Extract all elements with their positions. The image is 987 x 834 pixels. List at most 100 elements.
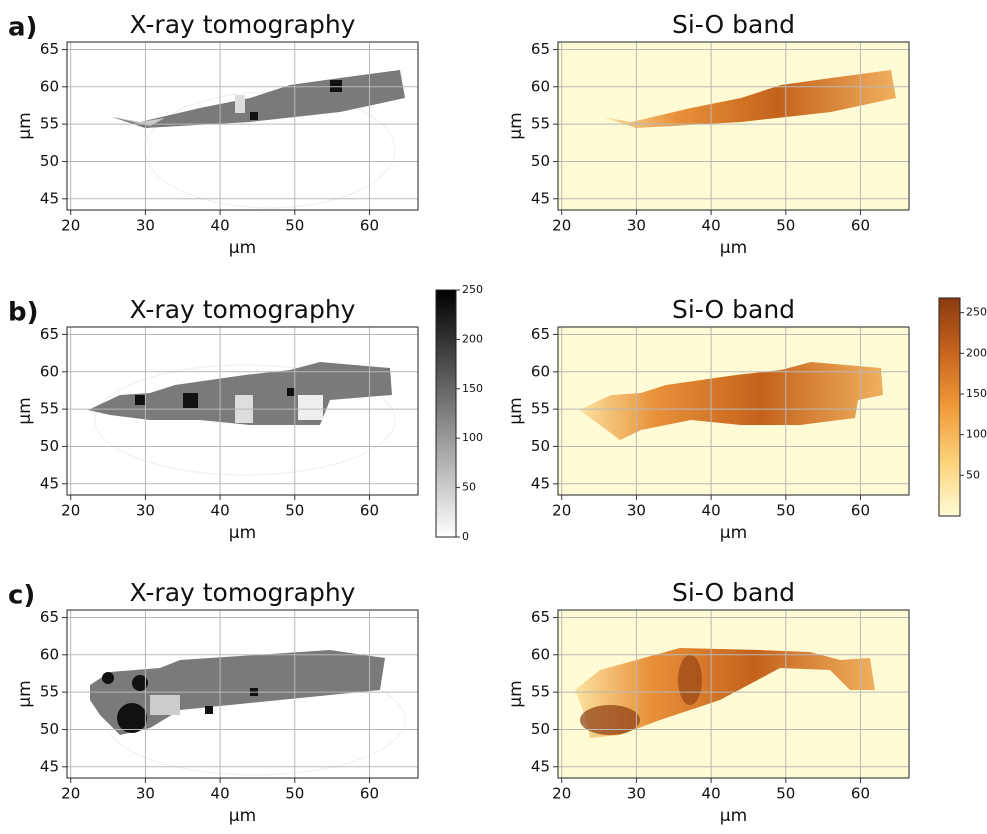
y-tick-label: 60 (40, 362, 59, 380)
y-tick-label: 45 (531, 757, 550, 775)
x-tick-label: 50 (285, 217, 304, 235)
y-tick-label: 65 (531, 325, 550, 343)
axes-frame (557, 326, 910, 496)
x-axis-label: µm (229, 806, 256, 826)
y-tick-label: 65 (531, 40, 550, 58)
colorbar-tick-label: 200 (966, 346, 987, 359)
y-tick-label: 45 (40, 474, 59, 492)
chart-title: Si-O band (672, 295, 795, 324)
y-axis-label: µm (506, 112, 526, 139)
colorbar-tick-label: 150 (966, 387, 987, 400)
x-tick-label: 60 (851, 217, 870, 235)
colorbar-tick-label: 250 (462, 283, 483, 296)
colorbar-tick-label: 150 (462, 382, 483, 395)
y-tick-label: 50 (40, 437, 59, 455)
y-tick-label: 60 (40, 645, 59, 663)
y-axis-label: µm (506, 680, 526, 707)
colorbar-tick-label: 100 (462, 431, 483, 444)
y-tick-label: 60 (531, 362, 550, 380)
colorbar-tick-label: 50 (462, 481, 476, 494)
y-tick-label: 45 (40, 189, 59, 207)
y-tick-label: 65 (40, 325, 59, 343)
x-tick-label: 50 (776, 217, 795, 235)
axes-frame (66, 609, 419, 779)
y-axis-label: µm (15, 680, 35, 707)
colorbar-tick-label: 50 (966, 468, 980, 481)
y-tick-label: 60 (531, 645, 550, 663)
x-tick-label: 50 (285, 502, 304, 520)
axes-frame (557, 609, 910, 779)
x-tick-label: 40 (702, 502, 721, 520)
x-tick-label: 30 (136, 502, 155, 520)
x-tick-label: 40 (211, 502, 230, 520)
y-tick-label: 50 (531, 720, 550, 738)
y-axis-label: µm (15, 112, 35, 139)
y-tick-label: 55 (531, 683, 550, 701)
x-tick-label: 60 (360, 502, 379, 520)
x-tick-label: 60 (360, 785, 379, 803)
y-tick-label: 55 (40, 400, 59, 418)
y-tick-label: 55 (40, 683, 59, 701)
colorbar-tick-label: 0 (462, 530, 469, 543)
x-tick-label: 50 (285, 785, 304, 803)
panel-label: b) (8, 298, 39, 328)
x-tick-label: 40 (702, 217, 721, 235)
x-tick-label: 30 (136, 217, 155, 235)
x-tick-label: 50 (776, 785, 795, 803)
x-tick-label: 20 (61, 785, 80, 803)
axes-frame (66, 41, 419, 211)
x-tick-label: 60 (851, 785, 870, 803)
colorbar-tick-label: 250 (966, 306, 987, 319)
x-tick-label: 40 (211, 785, 230, 803)
colorbar (435, 289, 457, 538)
y-tick-label: 50 (40, 152, 59, 170)
plot-background (67, 42, 418, 210)
axes-frame (557, 41, 910, 211)
x-axis-label: µm (229, 523, 256, 543)
chart-title: X-ray tomography (130, 295, 356, 324)
colorbar-tick-label: 100 (966, 428, 987, 441)
chart-title: X-ray tomography (130, 578, 356, 607)
x-tick-label: 20 (552, 217, 571, 235)
y-tick-label: 65 (531, 608, 550, 626)
y-tick-label: 55 (531, 115, 550, 133)
x-tick-label: 20 (61, 217, 80, 235)
chart-title: Si-O band (672, 578, 795, 607)
chart-title: Si-O band (672, 10, 795, 39)
y-tick-label: 65 (40, 40, 59, 58)
panel-label: a) (8, 13, 37, 43)
x-axis-label: µm (720, 238, 747, 258)
x-tick-label: 40 (211, 217, 230, 235)
x-tick-label: 60 (851, 502, 870, 520)
y-axis-label: µm (506, 397, 526, 424)
y-tick-label: 55 (40, 115, 59, 133)
x-tick-label: 30 (136, 785, 155, 803)
y-tick-label: 65 (40, 608, 59, 626)
y-tick-label: 60 (40, 77, 59, 95)
y-tick-label: 55 (531, 400, 550, 418)
x-axis-label: µm (720, 806, 747, 826)
x-tick-label: 20 (552, 785, 571, 803)
x-tick-label: 20 (552, 502, 571, 520)
x-tick-label: 40 (702, 785, 721, 803)
panel-label: c) (8, 581, 35, 611)
x-tick-label: 50 (776, 502, 795, 520)
y-tick-label: 50 (40, 720, 59, 738)
y-tick-label: 45 (40, 757, 59, 775)
x-axis-label: µm (229, 238, 256, 258)
y-tick-label: 45 (531, 189, 550, 207)
x-tick-label: 30 (627, 217, 646, 235)
colorbar (938, 297, 961, 517)
y-tick-label: 60 (531, 77, 550, 95)
x-tick-label: 30 (627, 785, 646, 803)
x-tick-label: 60 (360, 217, 379, 235)
y-tick-label: 45 (531, 474, 550, 492)
chart-title: X-ray tomography (130, 10, 356, 39)
colorbar-tick-label: 200 (462, 332, 483, 345)
plot-background (558, 42, 909, 210)
y-tick-label: 50 (531, 437, 550, 455)
y-axis-label: µm (15, 397, 35, 424)
x-tick-label: 20 (61, 502, 80, 520)
y-tick-label: 50 (531, 152, 550, 170)
